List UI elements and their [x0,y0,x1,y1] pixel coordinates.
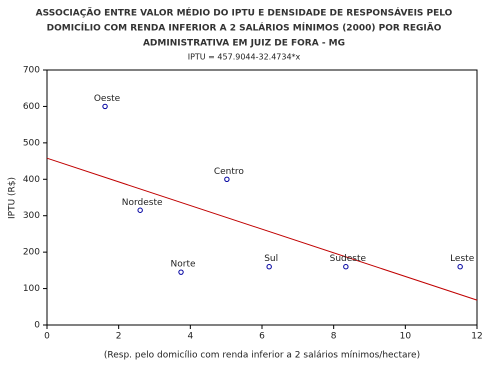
chart-title: DOMICÍLIO COM RENDA INFERIOR A 2 SALÁRIO… [47,22,442,34]
y-tick-label: 600 [23,102,40,112]
chart-title: ADMINISTRATIVA EM JUIZ DE FORA - MG [143,39,345,49]
x-tick-label: 4 [187,332,193,342]
chart-title: ASSOCIAÇÃO ENTRE VALOR MÉDIO DO IPTU E D… [36,7,453,19]
point-label: Norte [171,260,196,270]
point-label: Centro [214,167,245,177]
y-axis-label: IPTU (R$) [8,177,18,219]
point-label: Oeste [94,94,121,104]
point [178,269,184,275]
point [102,103,108,110]
point-label: Nordeste [122,198,163,208]
x-tick-label: 12 [471,332,482,342]
point-label: Sudeste [330,254,367,264]
x-tick-label: 8 [331,332,337,342]
y-tick-label: 300 [23,211,40,221]
y-tick-label: 500 [23,138,40,148]
point [457,264,463,270]
y-tick-label: 700 [23,66,40,76]
plot-frame [46,69,478,326]
equation: IPTU = 457.9044-32.4734*x [188,53,301,62]
point [137,207,143,213]
y-tick-label: 0 [34,321,40,331]
point-label: Leste [450,254,475,264]
x-tick-label: 6 [259,332,265,342]
x-tick-label: 2 [116,332,122,342]
point [224,176,230,182]
y-tick-label: 400 [23,175,40,185]
y-tick-label: 100 [23,284,40,294]
point [343,264,349,270]
point [266,264,272,270]
y-tick-label: 200 [23,248,40,258]
regression-line [46,157,478,301]
x-tick-label: 0 [44,332,50,342]
point-label: Sul [264,254,278,264]
x-tick-label: 10 [400,332,412,342]
x-axis-label: (Resp. pelo domicílio com renda inferior… [104,351,420,361]
